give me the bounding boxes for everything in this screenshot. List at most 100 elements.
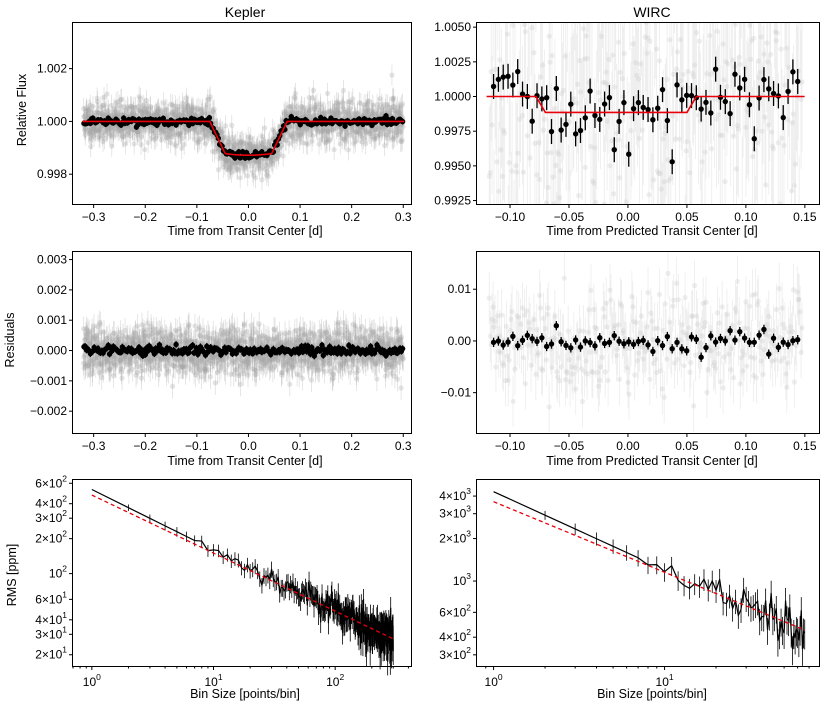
raw-point (129, 97, 135, 119)
raw-point (179, 92, 185, 114)
raw-point (204, 124, 210, 146)
x-tick: 0.10 (734, 204, 758, 224)
raw-point (185, 99, 191, 121)
y-tick: 2×101 (35, 645, 73, 662)
measured-rms-curve (493, 491, 806, 666)
raw-point (140, 95, 146, 117)
raw-point (88, 136, 94, 158)
y-tick: 6×101 (35, 589, 73, 606)
x-tick: −0.2 (133, 204, 157, 224)
raw-point (229, 114, 235, 136)
binned-point (795, 335, 801, 345)
x-tick: 100 (83, 666, 101, 689)
kepler-title: Kepler (225, 4, 266, 20)
y-tick: −0.01 (441, 386, 477, 400)
raw-point (632, 349, 638, 401)
x-tick: 0.0 (240, 204, 257, 224)
raw-point (546, 381, 552, 433)
y-tick: 0.002 (37, 283, 73, 297)
y-tick: 1.0050 (434, 20, 477, 34)
raw-point (113, 92, 119, 114)
raw-point (177, 122, 184, 144)
raw-point (292, 82, 299, 104)
measured-rms-line (91, 488, 394, 662)
raw-point (197, 98, 203, 121)
raw-point (184, 95, 191, 117)
x-tick: 102 (326, 666, 344, 689)
raw-point (527, 23, 529, 81)
kepler-rms-xlabel: Bin Size [points/bin] (190, 687, 300, 701)
raw-point (147, 97, 153, 119)
y-tick-label: 103 (453, 571, 471, 588)
raw-point (665, 252, 671, 300)
raw-point (163, 127, 169, 149)
y-tick-label: 4×103 (439, 486, 471, 503)
wirc-xlabel: Time from Predicted Transit Center [d] (546, 224, 757, 238)
x-tick-label: 0.10 (734, 210, 758, 224)
raw-point (695, 0, 700, 16)
x-tick-label: 100 (83, 672, 101, 689)
raw-point (615, 23, 617, 71)
raw-point (118, 88, 124, 110)
y-tick: 0.003 (37, 253, 73, 267)
raw-point (83, 100, 90, 122)
kepler-residuals-panel: Residuals Time from Transit Center [d] −… (3, 251, 412, 468)
x-tick-label: 0.05 (675, 210, 699, 224)
y-tick: 0.01 (448, 282, 477, 296)
raw-point (91, 125, 97, 147)
raw-point (167, 132, 174, 154)
x-tick: −0.3 (82, 433, 106, 453)
kepler-residuals-ylabel: Residuals (3, 313, 17, 368)
y-tick: 4×102 (35, 494, 73, 511)
y-tick: 1.0000 (434, 90, 477, 104)
x-tick-label: 0.00 (616, 439, 640, 453)
raw-point (111, 98, 117, 120)
raw-point (83, 99, 89, 122)
y-tick-label: −0.01 (441, 386, 472, 400)
raw-point (86, 98, 92, 120)
raw-point (486, 272, 492, 324)
raw-point (206, 88, 212, 110)
raw-point (720, 362, 726, 414)
raw-point (86, 123, 92, 145)
raw-point (696, 23, 702, 111)
raw-point (88, 128, 95, 150)
raw-point (176, 95, 182, 118)
x-tick: −0.3 (82, 204, 106, 224)
y-tick-label: 4×102 (439, 627, 471, 644)
raw-point (183, 93, 190, 115)
raw-point (704, 366, 710, 419)
raw-point (116, 94, 122, 116)
raw-point (185, 95, 191, 117)
raw-point (196, 128, 202, 150)
raw-point (562, 0, 567, 1)
raw-point (151, 128, 157, 150)
raw-point (136, 86, 142, 108)
binned-point (548, 119, 555, 145)
raw-point (207, 86, 213, 108)
raw-point (96, 125, 102, 147)
measured-rms-line (493, 491, 806, 650)
raw-point (198, 128, 204, 150)
y-tick: −0.002 (30, 404, 73, 418)
y-tick: 0.000 (37, 344, 73, 358)
raw-point (98, 96, 104, 118)
white-noise-line (493, 501, 805, 631)
y-tick-label: 3×102 (35, 508, 67, 525)
raw-point (183, 121, 189, 143)
y-tick-label: 1.0025 (434, 55, 471, 69)
raw-point (790, 263, 797, 316)
binned-point (606, 85, 613, 111)
raw-point (183, 87, 189, 109)
x-tick-label: −0.1 (185, 210, 209, 224)
raw-point (89, 122, 96, 144)
raw-point (170, 101, 177, 123)
raw-point (179, 137, 185, 159)
x-tick: −0.10 (495, 433, 526, 453)
y-tick: 6×102 (439, 602, 477, 619)
raw-point (172, 133, 178, 156)
raw-point (155, 97, 161, 120)
y-tick: 2×102 (35, 529, 73, 546)
